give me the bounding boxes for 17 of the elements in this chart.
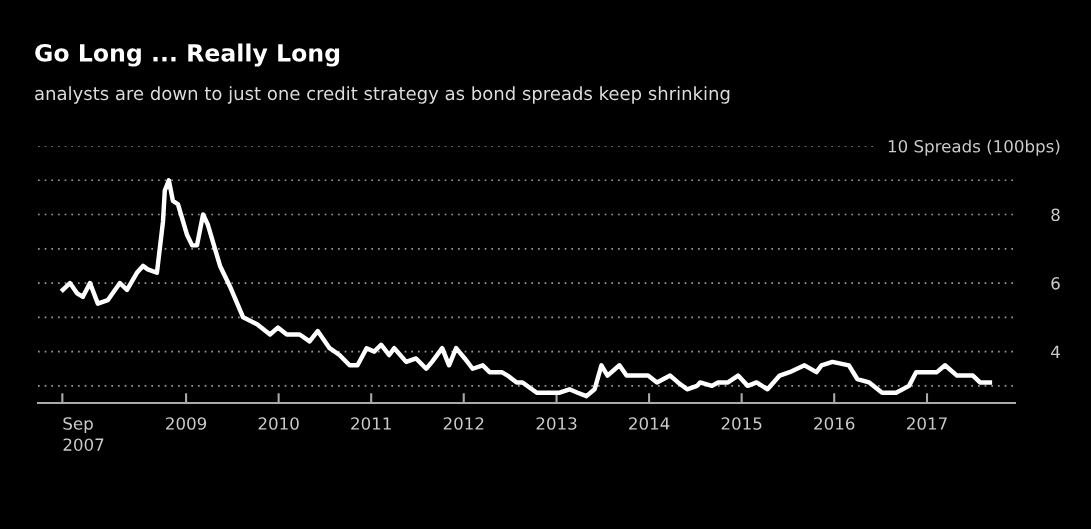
x-tick-label: 2014 — [629, 417, 670, 430]
x-tick-label: 2010 — [258, 417, 299, 430]
x-tick-label: 2015 — [721, 417, 762, 430]
x-tick-label: 2011 — [351, 417, 391, 430]
x-tick-label: 2013 — [536, 417, 577, 430]
x-tick-label: Sep 2007 — [63, 417, 104, 451]
chart-title: Go Long ... Really Long — [35, 43, 340, 67]
y-tick-label: 10 Spreads (100bps) — [888, 139, 1060, 156]
y-tick-label: 6 — [1051, 277, 1060, 290]
x-tick-label: 2012 — [443, 417, 484, 430]
x-tick-label: 2017 — [907, 417, 947, 430]
x-tick-label: 2009 — [166, 417, 207, 430]
y-tick-label: 8 — [1051, 208, 1060, 222]
chart-subtitle: analysts are down to just one credit strategy as bond spreads keep shrinking — [35, 86, 730, 104]
line-series — [60, 178, 993, 399]
y-tick-label: 4 — [1051, 345, 1060, 358]
x-tick-label: 2016 — [814, 417, 855, 430]
